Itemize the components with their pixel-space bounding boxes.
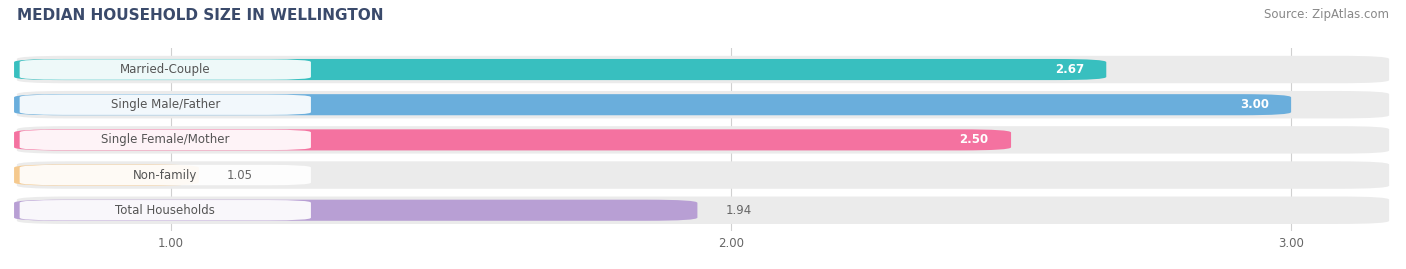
Text: 3.00: 3.00 — [1240, 98, 1268, 111]
FancyBboxPatch shape — [14, 59, 1107, 80]
FancyBboxPatch shape — [17, 91, 1389, 118]
FancyBboxPatch shape — [14, 200, 697, 221]
FancyBboxPatch shape — [20, 130, 311, 150]
FancyBboxPatch shape — [14, 94, 1291, 115]
FancyBboxPatch shape — [14, 165, 198, 186]
Text: Total Households: Total Households — [115, 204, 215, 217]
FancyBboxPatch shape — [20, 94, 311, 115]
Text: 2.50: 2.50 — [959, 133, 988, 146]
Text: 2.67: 2.67 — [1054, 63, 1084, 76]
FancyBboxPatch shape — [17, 161, 1389, 189]
Text: Non-family: Non-family — [134, 169, 197, 182]
FancyBboxPatch shape — [17, 197, 1389, 224]
FancyBboxPatch shape — [20, 59, 311, 80]
FancyBboxPatch shape — [17, 126, 1389, 154]
Text: Single Male/Father: Single Male/Father — [111, 98, 219, 111]
Text: 1.94: 1.94 — [725, 204, 752, 217]
Text: 1.05: 1.05 — [226, 169, 253, 182]
FancyBboxPatch shape — [14, 129, 1011, 150]
Text: Single Female/Mother: Single Female/Mother — [101, 133, 229, 146]
FancyBboxPatch shape — [20, 200, 311, 220]
FancyBboxPatch shape — [20, 165, 311, 185]
FancyBboxPatch shape — [17, 56, 1389, 83]
Text: MEDIAN HOUSEHOLD SIZE IN WELLINGTON: MEDIAN HOUSEHOLD SIZE IN WELLINGTON — [17, 8, 384, 23]
Text: Married-Couple: Married-Couple — [120, 63, 211, 76]
Text: Source: ZipAtlas.com: Source: ZipAtlas.com — [1264, 8, 1389, 21]
